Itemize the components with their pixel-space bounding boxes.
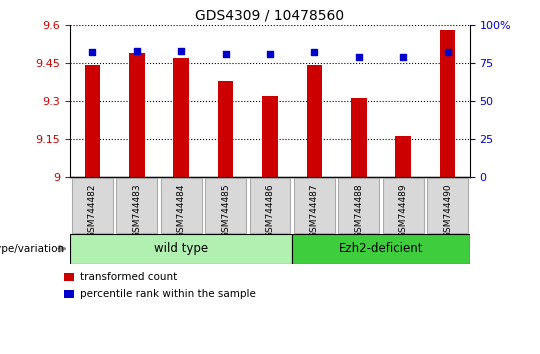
Text: transformed count: transformed count (79, 272, 177, 282)
Bar (64, 290, 74, 298)
Point (310, 49, 319, 55)
Text: GSM744488: GSM744488 (354, 184, 363, 239)
Point (354, 54, 363, 59)
Point (88, 49, 97, 55)
FancyBboxPatch shape (427, 178, 468, 233)
Text: GSM744485: GSM744485 (221, 184, 230, 239)
FancyBboxPatch shape (117, 178, 157, 233)
Text: GSM744484: GSM744484 (177, 184, 186, 238)
Text: GSM744483: GSM744483 (132, 184, 141, 239)
Bar (395, 136, 411, 177)
Bar (85, 65, 100, 177)
Bar (351, 98, 367, 177)
FancyBboxPatch shape (205, 178, 246, 233)
FancyBboxPatch shape (292, 234, 470, 264)
FancyBboxPatch shape (339, 178, 379, 233)
Text: GSM744482: GSM744482 (88, 184, 97, 238)
Title: GDS4309 / 10478560: GDS4309 / 10478560 (195, 8, 345, 22)
Point (132, 48, 141, 53)
FancyBboxPatch shape (70, 234, 292, 264)
Point (221, 51, 230, 57)
Text: GSM744490: GSM744490 (443, 184, 452, 239)
Bar (129, 53, 145, 177)
FancyBboxPatch shape (72, 178, 113, 233)
Bar (262, 96, 278, 177)
Bar (307, 65, 322, 177)
Point (443, 49, 452, 55)
Point (399, 54, 408, 59)
FancyBboxPatch shape (383, 178, 423, 233)
Bar (64, 273, 74, 281)
Text: GSM744487: GSM744487 (310, 184, 319, 239)
FancyBboxPatch shape (161, 178, 201, 233)
Text: wild type: wild type (154, 242, 208, 255)
Text: genotype/variation: genotype/variation (0, 244, 65, 254)
Bar (173, 58, 189, 177)
Bar (440, 30, 455, 177)
Text: Ezh2-deficient: Ezh2-deficient (339, 242, 423, 255)
FancyBboxPatch shape (294, 178, 335, 233)
FancyBboxPatch shape (249, 178, 291, 233)
Text: GSM744489: GSM744489 (399, 184, 408, 239)
Point (177, 48, 186, 53)
Text: percentile rank within the sample: percentile rank within the sample (79, 289, 255, 299)
Bar (218, 81, 233, 177)
Point (266, 51, 274, 57)
Text: GSM744486: GSM744486 (266, 184, 274, 239)
